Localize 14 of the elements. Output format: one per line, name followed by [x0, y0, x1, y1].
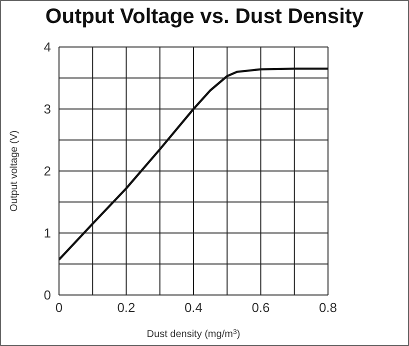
y-tick-label: 0: [44, 288, 51, 303]
y-tick-label: 3: [44, 102, 51, 117]
x-tick-label: 0: [55, 300, 63, 316]
x-tick-label: 0.2: [117, 300, 136, 316]
line-series: [59, 68, 328, 261]
x-tick-label: 0.6: [252, 300, 270, 316]
x-axis-title: Dust density (mg/m$^{3}$): [146, 328, 240, 340]
x-tick-label: 0.4: [184, 300, 203, 316]
y-tick-label: 2: [44, 164, 51, 179]
y-tick-label: 1: [44, 226, 51, 241]
y-tick-label: 4: [44, 40, 51, 55]
chart-title: Output Voltage vs. Dust Density: [44, 5, 365, 29]
y-axis-title: Output voltage (V): [9, 130, 20, 212]
x-tick-label: 0.8: [318, 300, 338, 316]
